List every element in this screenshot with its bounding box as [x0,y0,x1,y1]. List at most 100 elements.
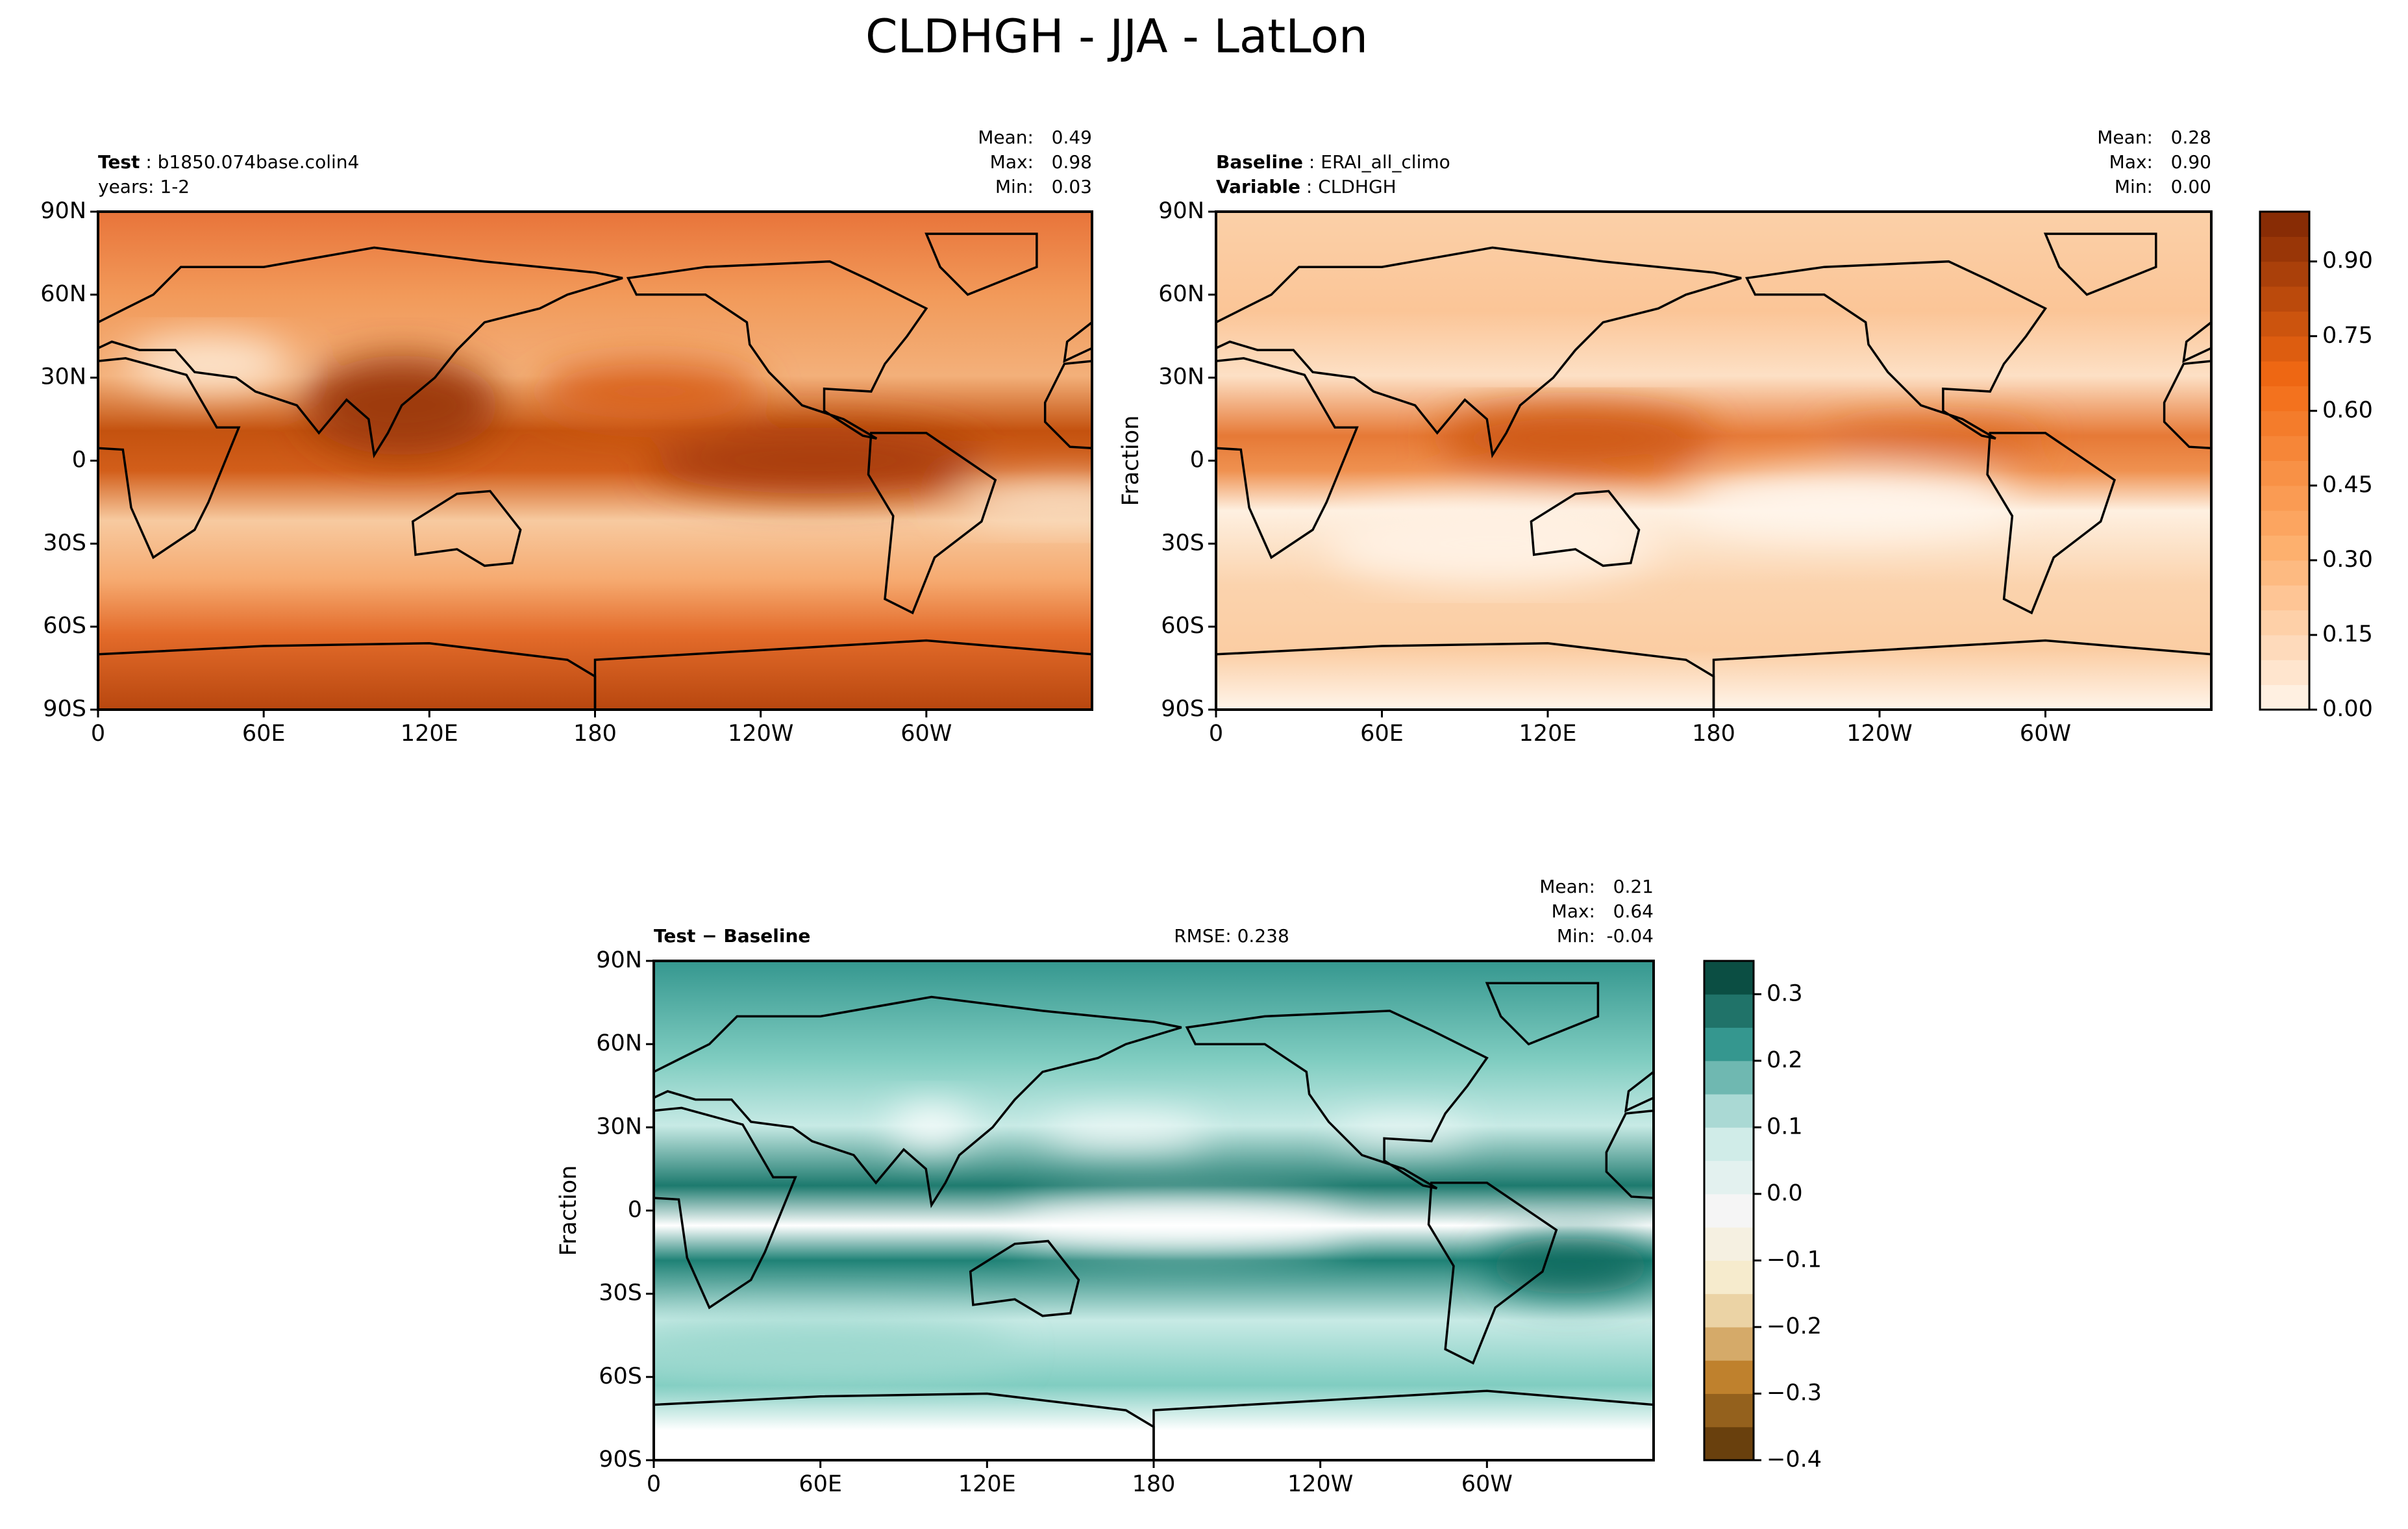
stat-label: Max: [990,151,1034,173]
colorbar-tick-label: 0.60 [2322,397,2373,423]
x-tick-label: 60W [1461,1471,1513,1497]
colorbar-segment [1704,1426,1754,1461]
stat-label: Mean: [1539,876,1595,897]
stat-label: Mean: [2097,127,2153,148]
stat-value: 0.28 [2171,127,2211,148]
colorbar-segment [2260,610,2309,636]
stat-value: 0.49 [1052,127,1092,148]
x-tick-label: 60E [799,1471,842,1497]
colorbar-segment [1704,994,1754,1028]
coastline [1216,246,1742,458]
field-blob [650,427,982,494]
field-blob [125,336,292,392]
x-tick-label: 180 [573,721,617,747]
coastline [411,490,522,567]
y-axis-label: Fraction [1118,416,1144,506]
stat-value: 0.00 [2171,176,2211,197]
y-tick-label: 90S [1161,696,1204,722]
y-tick-label: 30N [40,364,86,390]
colorbar-tick-label: 0.3 [1767,980,1803,1006]
field-blob [1487,1238,1654,1294]
colorbar-segment [2260,236,2309,262]
coastline [1485,982,1600,1046]
stat-value: -0.04 [1607,925,1654,947]
colorbar-tick-label: 0.30 [2322,547,2373,573]
colorbar-segment [1704,1160,1754,1195]
colorbar-segment [1704,1293,1754,1328]
x-tick-label: 60W [2020,721,2071,747]
x-tick-label: 120W [1846,721,1912,747]
annotation: RMSE: 0.238 [1174,925,1289,947]
field-blob [1685,469,2018,536]
y-tick-label: 30N [596,1113,642,1139]
colorbar-segment [2260,336,2309,362]
y-tick-label: 90N [596,947,642,973]
coastline [969,1239,1080,1317]
colorbar-segment [2260,410,2309,436]
y-tick-label: 30S [599,1280,642,1306]
coastline [626,260,928,440]
map-field [98,212,1092,710]
colorbar-tick-label: 0.2 [1767,1047,1803,1073]
stat-value: 0.64 [1613,901,1654,922]
colorbar-frame [1703,960,1755,1461]
map-field [1216,212,2211,710]
header-line: Test : b1850.074base.colin4 [98,151,359,173]
coastline [487,983,598,1044]
colorbar-segment [1704,1360,1754,1394]
field-blob [954,480,1092,525]
colorbar-frame [2259,210,2311,711]
field-blob [889,1108,973,1147]
x-tick-label: 0 [91,721,105,747]
coastline [1605,1109,1654,1199]
colorbar-segment [2260,460,2309,486]
y-tick-label: 60N [1158,281,1204,307]
stat-value: 0.98 [1052,151,1092,173]
field-blob [1326,502,1659,586]
coastline [1712,639,2211,710]
colorbar-segment [1704,1060,1754,1095]
field-blob [1042,1119,1210,1147]
header-text: Test − Baseline [654,925,810,947]
colorbar-segment [1704,1193,1754,1228]
y-tick-label: 60N [596,1030,642,1056]
y-tick-label: 30S [1161,530,1204,556]
stat-label: Min: [995,176,1034,197]
colorbar-tick-label: 0.00 [2322,696,2373,722]
colorbar-segment [1704,1027,1754,1062]
y-tick-label: 0 [1190,447,1204,473]
x-tick-label: 180 [1692,721,1735,747]
y-tick-label: 60S [43,613,86,639]
map-field [429,961,1654,1460]
colorbar-segment [2260,286,2309,312]
coastline [2163,360,2211,449]
colorbar-tick-label: 0.1 [1767,1113,1803,1139]
coastline [98,357,241,560]
colorbar-segment [2260,386,2309,412]
colorbar-segment [1704,1227,1754,1261]
coastline [429,1183,557,1363]
header-text: : b1850.074base.colin4 [140,151,359,173]
y-tick-label: 60N [40,281,86,307]
colorbar-segment [2260,560,2309,586]
colorbar-tick-label: 0.90 [2322,248,2373,274]
y-tick-label: 60S [1161,613,1204,639]
coastline [2043,232,2157,296]
coastline [98,246,623,458]
y-tick-label: 30S [43,530,86,556]
colorbar-tick-label: −0.1 [1767,1247,1822,1273]
x-tick-label: 0 [1209,721,1223,747]
colorbar-segment [1704,1326,1754,1361]
colorbar-segment [2260,684,2309,710]
stat-label: Mean: [978,127,1034,148]
header-text: : ERAI_all_climo [1303,151,1450,173]
colorbar-segment [2260,535,2309,561]
x-tick-label: 120E [1519,721,1577,747]
header-line: Variable : CLDHGH [1216,176,1396,197]
header-text: : CLDHGH [1300,176,1396,197]
y-tick-label: 0 [72,447,86,473]
colorbar-segment [2260,585,2309,611]
coastline [593,639,1092,710]
x-tick-label: 0 [647,1471,661,1497]
